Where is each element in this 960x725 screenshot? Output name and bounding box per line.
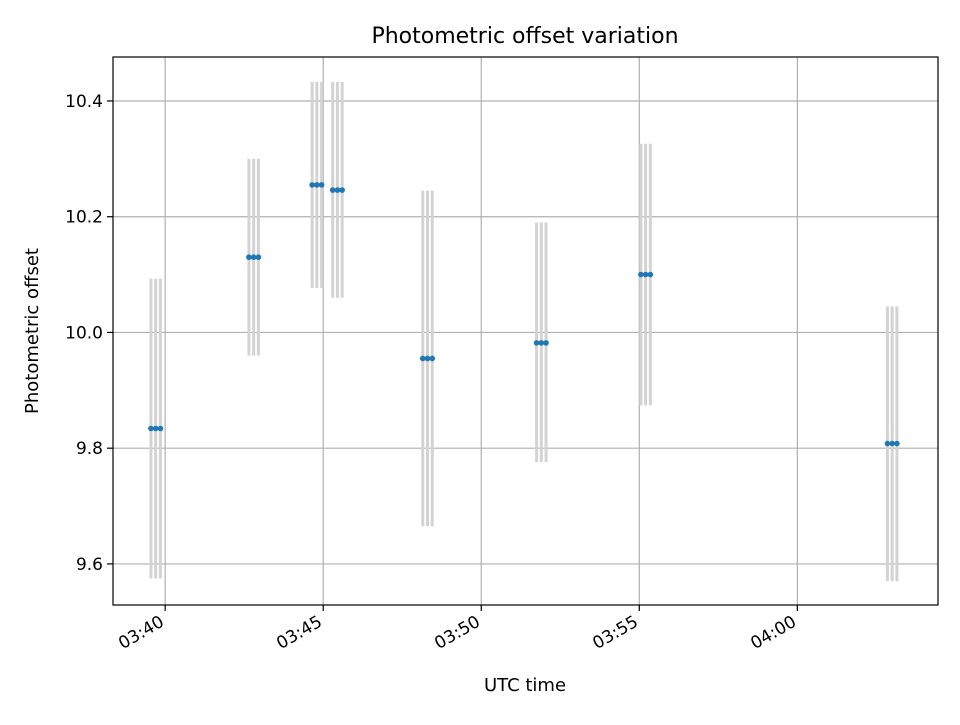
data-point <box>889 440 895 447</box>
data-point <box>339 187 345 193</box>
data-point <box>543 340 549 346</box>
data-point <box>314 182 320 188</box>
data-point <box>533 340 540 346</box>
data-point <box>250 254 257 261</box>
y-tick-label: 10.2 <box>65 208 103 228</box>
data-point <box>309 182 315 188</box>
data-point <box>419 355 426 362</box>
data-point <box>148 425 154 432</box>
data-point <box>647 271 654 278</box>
y-tick-label: 10.0 <box>65 323 103 343</box>
data-point <box>334 187 341 193</box>
data-point <box>894 440 900 447</box>
grid-layer <box>113 57 938 605</box>
data-point <box>429 355 436 362</box>
y-tick-label: 10.4 <box>65 92 103 112</box>
marker-layer <box>148 182 900 447</box>
y-tick-label: 9.6 <box>76 555 103 575</box>
plot-frame <box>112 56 939 606</box>
data-point <box>538 340 545 346</box>
data-point <box>884 440 891 447</box>
x-axis-label: UTC time <box>484 675 566 696</box>
data-point <box>255 254 262 261</box>
chart-title: Photometric offset variation <box>371 24 678 49</box>
data-point <box>329 187 336 193</box>
data-point <box>318 182 325 188</box>
data-point <box>246 254 252 261</box>
y-axis-label: Photometric offset <box>22 248 43 414</box>
data-point <box>424 355 431 362</box>
y-tick-label: 9.8 <box>76 439 103 459</box>
data-point <box>157 425 164 432</box>
data-point <box>638 271 644 278</box>
data-point <box>152 425 159 432</box>
data-point <box>642 271 649 278</box>
